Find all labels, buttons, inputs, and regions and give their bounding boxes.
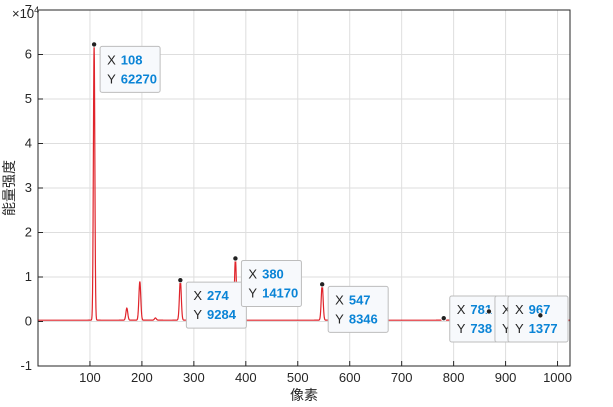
y-tick-label: 2: [25, 225, 32, 240]
x-tick-label: 600: [339, 370, 361, 385]
datatip-box: [99, 45, 161, 93]
y-tick-label: -1: [20, 358, 32, 373]
datatip-y-row: Y 738: [457, 321, 492, 336]
x-tick-label: 1000: [543, 370, 572, 385]
datatip-marker[interactable]: [440, 315, 447, 322]
datatip-marker[interactable]: [537, 312, 544, 319]
datatip-marker[interactable]: [232, 255, 239, 262]
datatip-y-row: Y 8346: [335, 311, 378, 326]
x-axis-label: 像素: [290, 387, 318, 403]
y-tick-label: 3: [25, 180, 32, 195]
datatip-marker[interactable]: [485, 308, 492, 315]
x-tick-label: 400: [235, 370, 257, 385]
datatip-x-row: X 380: [248, 266, 283, 281]
datatip-marker[interactable]: [177, 277, 184, 284]
datatip-box: [507, 295, 569, 343]
datatip-x-row: X 547: [335, 292, 370, 307]
y-tick-label: 0: [25, 314, 32, 329]
datatip[interactable]: X 108 Y 62270: [91, 41, 161, 93]
x-tick-label: 800: [443, 370, 465, 385]
datatip[interactable]: X 547 Y 8346: [319, 281, 389, 333]
datatip-y-row: Y 1377: [515, 321, 558, 336]
datatip-marker[interactable]: [319, 281, 326, 288]
y-tick-label: 7: [25, 2, 32, 17]
x-axis-ticks: 100 200 300 400 500 600 700 800 900 1000: [79, 361, 572, 385]
y-tick-label: 1: [25, 269, 32, 284]
y-axis-label: 能量强度: [1, 160, 17, 216]
datatip-marker[interactable]: [91, 41, 98, 48]
datatip-y-row: Y 62270: [107, 71, 157, 86]
x-tick-label: 500: [287, 370, 309, 385]
datatip[interactable]: X 274 Y 9284: [177, 277, 247, 329]
x-tick-label: 700: [391, 370, 413, 385]
datatip[interactable]: X 380 Y 14170: [232, 255, 302, 307]
x-tick-label: 900: [495, 370, 517, 385]
x-tick-label: 100: [79, 370, 101, 385]
y-tick-label: 6: [25, 47, 32, 62]
datatip-box: [240, 259, 302, 307]
x-tick-label: 200: [131, 370, 153, 385]
datatip-y-row: Y 14170: [248, 285, 298, 300]
datatip[interactable]: X 967 Y 1377: [507, 295, 569, 343]
exponent-label: ×104: [12, 5, 39, 21]
datatip-x-row: X 967: [515, 302, 550, 317]
x-tick-label: 300: [183, 370, 205, 385]
y-axis-ticks: -1 0 1 2 3 4 5 6 7: [20, 2, 43, 373]
datatip-y-row: Y 9284: [193, 307, 236, 322]
datatip-box: [327, 285, 389, 333]
y-tick-label: 5: [25, 91, 32, 106]
datatip-x-row: X 108: [107, 52, 142, 67]
y-tick-label: 4: [25, 136, 32, 151]
datatip-x-row: X 274: [193, 288, 229, 303]
